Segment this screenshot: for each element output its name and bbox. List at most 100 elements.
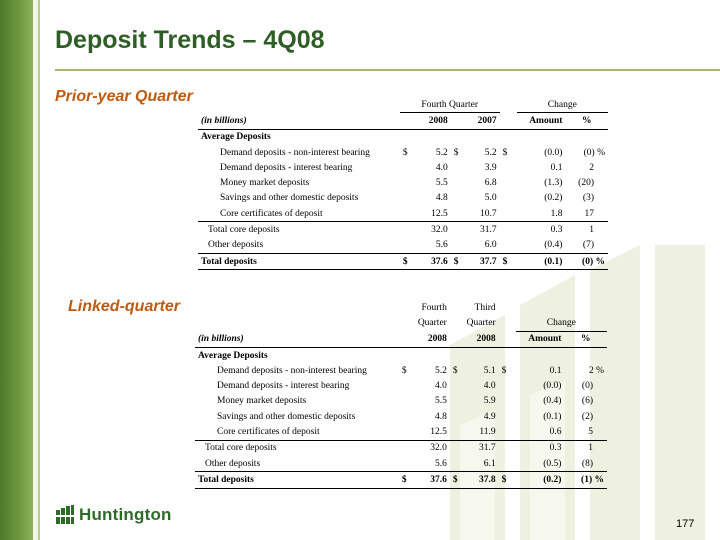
left-sidebar-band <box>0 0 33 540</box>
dollar-sign <box>451 222 468 238</box>
dollar-sign <box>499 237 517 254</box>
dollar-sign: $ <box>453 147 459 158</box>
header-col-b-top: Third <box>474 302 496 313</box>
header-col-b: 2007 <box>450 112 500 130</box>
value-pct: (8) <box>564 455 607 473</box>
title-divider <box>55 69 720 71</box>
value-amount: (0.2) <box>515 471 565 489</box>
row-label: Other deposits <box>198 237 400 254</box>
header-pct: % <box>565 112 608 130</box>
dollar-sign <box>450 440 467 456</box>
value-pct: (6) <box>581 396 593 407</box>
dollar-sign <box>500 191 517 206</box>
dollar-sign <box>499 394 516 409</box>
value-amount: 1.8 <box>516 206 566 223</box>
dollar-sign: $ <box>402 147 408 158</box>
table-row: Money market deposits 5.5 6.8 (1.3) (20) <box>198 175 608 190</box>
value-a: 4.0 <box>434 381 447 392</box>
dollar-sign: $ <box>499 253 517 271</box>
table-header-row: Fourth Quarter Change <box>198 97 608 114</box>
value-pct: 17 <box>565 206 608 223</box>
dollar-sign <box>451 160 468 175</box>
dollar-sign <box>400 222 417 238</box>
value-pct: 1 <box>589 225 594 236</box>
table-row: Money market deposits 5.5 5.9 (0.4) (6) <box>195 394 607 409</box>
dollar-sign <box>500 222 517 238</box>
value-a: 5.6 <box>415 455 450 473</box>
sidebar-stripe-thin <box>38 0 40 540</box>
table-row: Demand deposits - interest bearing 4.0 4… <box>195 378 607 393</box>
value-b: 11.9 <box>466 424 499 441</box>
table-row: Other deposits 5.6 6.0 (0.4) (7) <box>198 237 608 254</box>
header-col-a-mid: Quarter <box>417 318 447 329</box>
dollar-sign: $ <box>452 365 458 376</box>
dollar-sign: $ <box>398 471 416 489</box>
value-pct: 2 % <box>588 365 604 376</box>
table-row-total: Total deposits $37.6 $37.7 $ (0.1) (0) % <box>198 253 608 271</box>
value-amount: (0.2) <box>544 193 563 204</box>
value-b: 6.1 <box>466 455 499 473</box>
huntington-logo-icon <box>56 505 74 524</box>
row-label: Demand deposits - non-interest bearing <box>217 365 367 376</box>
value-pct: 2 <box>589 162 594 173</box>
row-label: Other deposits <box>195 455 399 473</box>
dollar-sign <box>400 191 417 206</box>
dollar-sign <box>499 409 516 424</box>
value-b: 5.0 <box>484 193 497 204</box>
table-header-row: Fourth Third <box>195 300 607 315</box>
page-title: Deposit Trends – 4Q08 <box>55 26 325 54</box>
dollar-sign <box>499 440 516 456</box>
table-row-total: Total deposits $37.6 $37.8 $ (0.2) (1) % <box>195 471 607 489</box>
dollar-sign <box>450 378 467 393</box>
row-label: Money market deposits <box>217 396 307 407</box>
value-amount: (1.3) <box>544 178 563 189</box>
table-row: Total core deposits 32.0 31.7 0.3 1 <box>198 222 608 238</box>
row-label: Demand deposits - interest bearing <box>217 381 350 392</box>
dollar-sign: $ <box>502 147 508 158</box>
dollar-sign <box>451 175 468 190</box>
value-amount: 0.3 <box>550 225 563 236</box>
value-pct: (3) <box>582 193 594 204</box>
value-b: 37.8 <box>466 471 499 489</box>
dollar-sign <box>451 191 468 206</box>
header-change: Change <box>516 97 608 114</box>
value-pct: (0) % <box>565 253 608 271</box>
header-units: (in billions) <box>195 331 399 348</box>
dollar-sign <box>399 440 416 456</box>
value-a: 5.5 <box>434 396 447 407</box>
value-pct: 5 <box>564 424 607 441</box>
value-pct: (1) % <box>564 471 607 489</box>
dollar-sign <box>398 424 416 441</box>
row-label: Demand deposits - interest bearing <box>220 162 353 173</box>
header-amount: Amount <box>515 331 565 348</box>
dollar-sign <box>450 394 467 409</box>
value-b: 6.8 <box>484 178 497 189</box>
row-label: Core certificates of deposit <box>198 206 400 223</box>
linked-quarter-table: Fourth Third Quarter Quarter Change (in … <box>195 300 607 489</box>
section-label-prior-year: Prior-year Quarter <box>55 88 193 105</box>
dollar-sign <box>399 409 416 424</box>
value-a: 5.2 <box>434 365 447 376</box>
dollar-sign <box>450 409 467 424</box>
value-a: 4.8 <box>435 193 448 204</box>
value-a: 12.5 <box>416 206 451 223</box>
value-a: 5.5 <box>435 178 448 189</box>
section-label-linked-quarter: Linked-quarter <box>68 298 181 315</box>
table-row: Savings and other domestic deposits 4.8 … <box>195 409 607 424</box>
value-b: 4.0 <box>483 381 496 392</box>
dollar-sign: $ <box>498 471 516 489</box>
value-pct: (0) <box>581 381 593 392</box>
dollar-sign <box>498 424 516 441</box>
dollar-sign: $ <box>450 253 468 271</box>
value-amount: 0.6 <box>515 424 565 441</box>
dollar-sign <box>398 455 416 473</box>
table-row: Savings and other domestic deposits 4.8 … <box>198 191 608 206</box>
value-amount: (0.5) <box>515 455 565 473</box>
header-col-a: 2008 <box>398 331 450 348</box>
header-col-b-mid: Quarter <box>466 318 496 329</box>
value-a: 4.8 <box>434 411 447 422</box>
table-row: Total core deposits 32.0 31.7 0.3 1 <box>195 440 607 456</box>
row-label: Savings and other domestic deposits <box>217 411 356 422</box>
value-a: 5.6 <box>416 237 451 254</box>
row-label: Savings and other domestic deposits <box>220 193 359 204</box>
